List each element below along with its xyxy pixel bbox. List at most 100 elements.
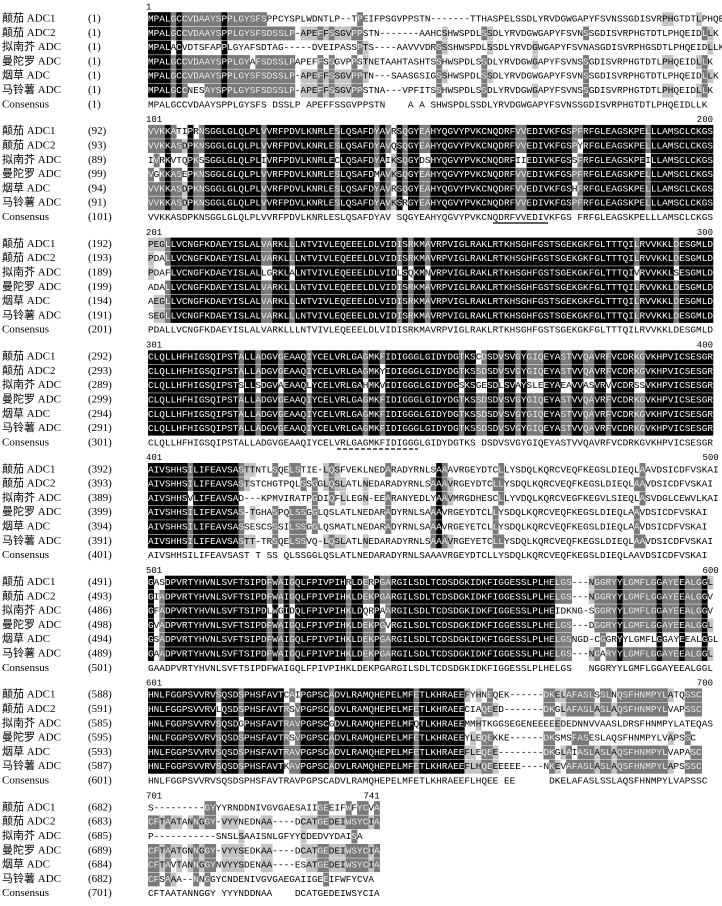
shade-cell xyxy=(509,196,516,211)
shade-cell xyxy=(249,26,256,41)
shade-cell xyxy=(164,167,171,182)
shade-cell xyxy=(453,139,460,153)
shade-cell xyxy=(210,237,217,252)
shade-cell xyxy=(170,309,177,323)
shade-cell xyxy=(424,294,431,309)
shade-cell xyxy=(566,196,573,211)
shade-cell xyxy=(277,309,284,323)
shade-cell xyxy=(390,266,397,280)
shade-cell xyxy=(543,124,550,139)
shade-cell xyxy=(515,182,522,196)
shade-cell xyxy=(424,139,431,153)
shade-cell xyxy=(458,124,465,139)
shade-cell xyxy=(374,309,380,323)
start-position: (1) xyxy=(88,98,101,110)
shade-cell xyxy=(390,280,397,295)
shade-cell xyxy=(238,294,245,309)
shade-cell xyxy=(345,266,352,280)
shade-cell xyxy=(696,55,702,69)
sequence: IVRKVTQPKSSGGLGLQLPLIVRFPDVLKNRLECLQSAFD… xyxy=(148,155,713,166)
shade-cell xyxy=(238,196,245,211)
shade-cell xyxy=(311,266,318,280)
shade-cell xyxy=(424,251,431,266)
shade-cell xyxy=(210,139,217,153)
shade-cell xyxy=(215,280,222,295)
shade-cell xyxy=(283,167,290,182)
shade-cell xyxy=(503,167,510,182)
shade-cell xyxy=(204,280,211,295)
shade-cell xyxy=(407,294,414,309)
shade-cell xyxy=(503,182,510,196)
shade-cell xyxy=(588,167,595,182)
shade-cell xyxy=(605,153,612,168)
shade-cell xyxy=(441,280,448,295)
shade-cell xyxy=(340,251,347,266)
shade-cell xyxy=(328,167,335,182)
shade-cell xyxy=(701,26,708,41)
shade-cell xyxy=(345,237,352,252)
shade-cell xyxy=(159,237,166,252)
shade-cell xyxy=(396,124,403,139)
shade-cell xyxy=(475,124,482,139)
shade-cell xyxy=(701,153,708,168)
shade-cell xyxy=(509,153,516,168)
shade-cell xyxy=(170,26,177,41)
shade-cell xyxy=(227,124,234,139)
shade-cell xyxy=(566,182,573,196)
shade-cell xyxy=(453,182,460,196)
shade-cell xyxy=(413,294,420,309)
sequence: VVKKASDPKNSGGLGLQLPLVVRFPDVLKNRLESLQSAFD… xyxy=(148,212,713,223)
shade-cell xyxy=(198,55,205,69)
shade-cell xyxy=(210,124,217,139)
shade-cell xyxy=(323,167,330,182)
shade-cell xyxy=(396,153,403,168)
shade-cell xyxy=(351,83,358,98)
shade-cell xyxy=(357,139,363,153)
shade-cell xyxy=(238,12,245,26)
shade-cell xyxy=(193,294,200,309)
shade-cell xyxy=(266,294,273,309)
shade-cell xyxy=(187,12,194,26)
shade-cell xyxy=(407,196,414,211)
shade-cell xyxy=(249,167,256,182)
shade-cell xyxy=(362,153,369,168)
shade-cell xyxy=(323,26,330,41)
shade-cell xyxy=(181,69,188,84)
shade-cell xyxy=(679,153,686,168)
sequence-highlight: PEGLLVCNGFKDAEYISLALVARKLLLNTVIVLEQEEELD… xyxy=(148,239,713,250)
shade-cell xyxy=(317,294,324,309)
sequence-name: 颠茄 ADC2 xyxy=(2,138,55,152)
shade-cell xyxy=(306,167,313,182)
shade-cell xyxy=(238,266,245,280)
shade-cell xyxy=(272,266,279,280)
shade-cell xyxy=(328,280,335,295)
shade-cell xyxy=(334,251,341,266)
shade-cell xyxy=(447,266,454,280)
shade-cell xyxy=(436,40,443,55)
shade-cell xyxy=(419,266,426,280)
shade-cell xyxy=(402,182,409,196)
shade-cell xyxy=(566,124,573,139)
shade-cell xyxy=(289,251,296,266)
ruler-start: 1 xyxy=(146,2,151,12)
shade-cell xyxy=(532,40,539,55)
shade-cell xyxy=(424,167,431,182)
shade-cell xyxy=(368,167,375,182)
sequence-name: 烟草 ADC xyxy=(2,180,50,194)
shade-cell xyxy=(696,12,702,26)
shade-cell xyxy=(407,237,414,252)
shade-cell xyxy=(447,124,454,139)
shade-cell xyxy=(532,55,539,69)
shade-cell xyxy=(362,237,369,252)
shade-cell xyxy=(441,309,448,323)
shade-cell xyxy=(266,237,273,252)
shade-cell xyxy=(221,26,228,41)
shade-cell xyxy=(244,182,250,196)
shade-cell xyxy=(396,196,403,211)
shade-cell xyxy=(464,196,471,211)
shade-cell xyxy=(662,12,669,26)
shade-cell xyxy=(622,153,629,168)
start-position: (189) xyxy=(88,267,112,279)
shade-cell xyxy=(396,294,403,309)
shade-cell xyxy=(227,237,234,252)
